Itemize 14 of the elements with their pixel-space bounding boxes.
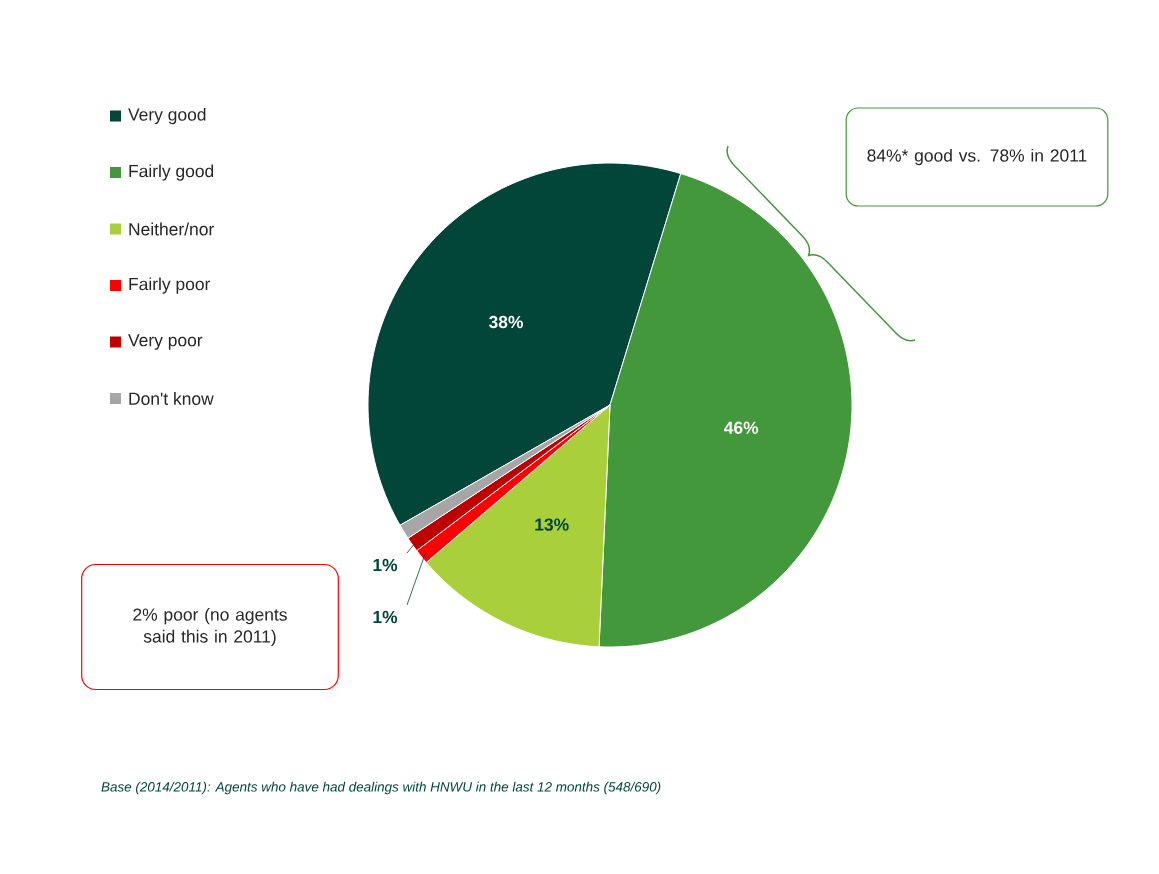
text: 2% poor (no agents said this in 2011)	[133, 607, 287, 647]
legend-label: Fairly poor	[129, 277, 211, 294]
data-label: 1%	[373, 610, 398, 624]
legend-label: Very poor	[128, 334, 203, 350]
data-label: 46%	[724, 421, 759, 434]
text: Base (2014/2011): Agents who have had dealings with HNWU in the last 12 months (548/690)	[101, 781, 661, 795]
legend-label: Fairly good	[129, 164, 214, 181]
data-label: 1%	[373, 558, 398, 572]
legend-label: Neither/nor	[129, 222, 214, 236]
data-label: 38%	[488, 315, 523, 329]
legend-label: Don't know	[129, 392, 214, 405]
data-label: 13%	[535, 518, 569, 531]
text: 84%* good vs. 78% in 2011	[867, 148, 1087, 166]
legend-label: Very good	[128, 107, 206, 125]
